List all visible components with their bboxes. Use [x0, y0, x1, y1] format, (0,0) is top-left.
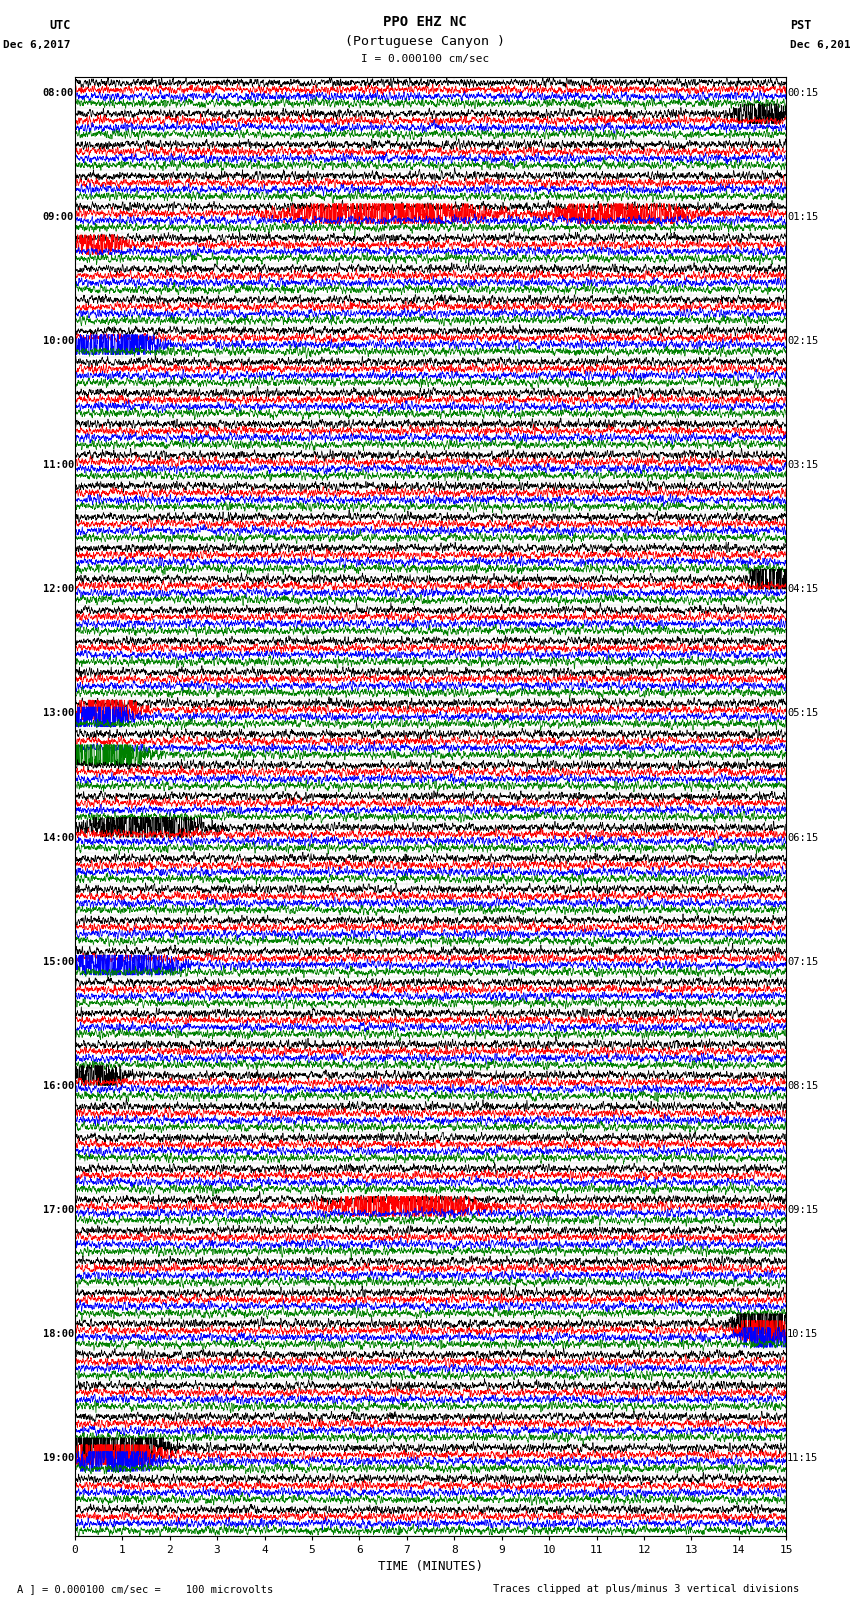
Text: 12:00: 12:00 — [42, 584, 74, 594]
Text: 04:15: 04:15 — [787, 584, 819, 594]
Text: 09:00: 09:00 — [42, 211, 74, 223]
Text: 11:15: 11:15 — [787, 1453, 819, 1463]
Text: PPO EHZ NC: PPO EHZ NC — [383, 16, 467, 29]
Text: 08:15: 08:15 — [787, 1081, 819, 1090]
Text: 14:00: 14:00 — [42, 832, 74, 842]
Text: PST: PST — [790, 19, 812, 32]
X-axis label: TIME (MINUTES): TIME (MINUTES) — [378, 1560, 483, 1573]
Text: 15:00: 15:00 — [42, 957, 74, 966]
Text: 01:15: 01:15 — [787, 211, 819, 223]
Text: Dec 6,2017: Dec 6,2017 — [790, 40, 850, 50]
Text: Traces clipped at plus/minus 3 vertical divisions: Traces clipped at plus/minus 3 vertical … — [493, 1584, 799, 1594]
Text: 10:00: 10:00 — [42, 336, 74, 347]
Text: 08:00: 08:00 — [42, 89, 74, 98]
Text: Dec 6,2017: Dec 6,2017 — [3, 40, 71, 50]
Text: I = 0.000100 cm/sec: I = 0.000100 cm/sec — [361, 55, 489, 65]
Text: 06:15: 06:15 — [787, 832, 819, 842]
Text: 05:15: 05:15 — [787, 708, 819, 718]
Text: 07:15: 07:15 — [787, 957, 819, 966]
Text: A ] = 0.000100 cm/sec =    100 microvolts: A ] = 0.000100 cm/sec = 100 microvolts — [17, 1584, 273, 1594]
Text: 10:15: 10:15 — [787, 1329, 819, 1339]
Text: 19:00: 19:00 — [42, 1453, 74, 1463]
Text: UTC: UTC — [49, 19, 71, 32]
Text: 13:00: 13:00 — [42, 708, 74, 718]
Text: 02:15: 02:15 — [787, 336, 819, 347]
Text: 18:00: 18:00 — [42, 1329, 74, 1339]
Text: 16:00: 16:00 — [42, 1081, 74, 1090]
Text: (Portuguese Canyon ): (Portuguese Canyon ) — [345, 35, 505, 48]
Text: 03:15: 03:15 — [787, 460, 819, 471]
Text: 00:15: 00:15 — [787, 89, 819, 98]
Text: 09:15: 09:15 — [787, 1205, 819, 1215]
Text: 11:00: 11:00 — [42, 460, 74, 471]
Text: 17:00: 17:00 — [42, 1205, 74, 1215]
